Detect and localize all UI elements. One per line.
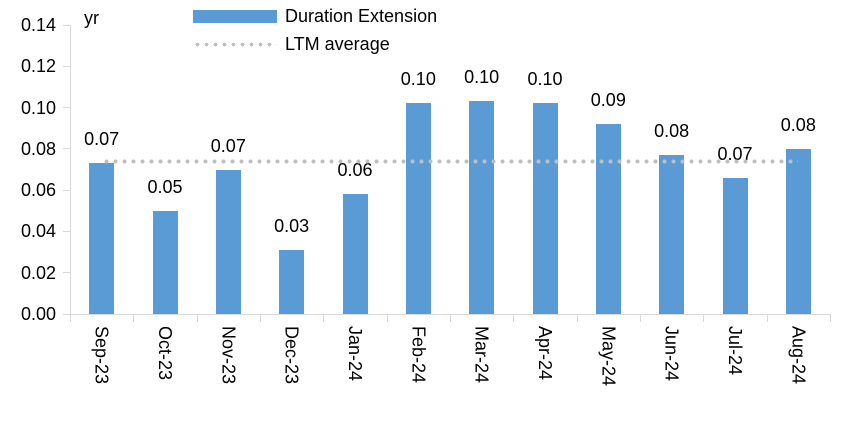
x-tick-label: May-24: [598, 326, 619, 387]
y-axis-tick: [63, 65, 70, 67]
y-tick-label: 0.02: [20, 262, 56, 283]
y-axis-tick: [63, 189, 70, 191]
y-tick-label: 0.08: [20, 138, 56, 159]
x-axis-tick: [766, 314, 768, 322]
bar: [722, 177, 748, 314]
bar-value-label: 0.09: [590, 90, 626, 111]
y-axis-unit-label: yr: [84, 8, 99, 28]
y-tick-label: 0.00: [20, 304, 56, 324]
x-tick-label: Oct-23: [155, 326, 175, 381]
x-axis-tick: [830, 314, 831, 322]
bar: [89, 163, 115, 314]
bar-value-label: 0.05: [147, 176, 183, 197]
bar-value-label: 0.06: [337, 160, 373, 181]
x-axis-tick: [196, 314, 198, 322]
bar-value-label: 0.08: [654, 121, 690, 142]
x-axis-tick: [70, 314, 71, 322]
x-tick-label: Jan-24: [345, 326, 365, 382]
y-axis-tick: [63, 24, 70, 26]
bar-value-label: 0.08: [780, 114, 816, 135]
y-axis-tick: [63, 107, 70, 109]
x-tick-label: Jun-24: [661, 326, 682, 382]
y-axis-tick: [63, 230, 70, 232]
bar: [785, 148, 811, 314]
chart-legend: Duration Extension LTM average: [193, 2, 437, 58]
y-tick-label: 0.12: [20, 56, 56, 77]
y-tick-label: 0.14: [20, 15, 56, 35]
bar: [279, 250, 305, 314]
x-tick-label: Aug-24: [788, 326, 809, 385]
y-tick-label: 0.06: [20, 180, 56, 201]
x-tick-label: Mar-24: [471, 326, 492, 384]
y-axis-line: [70, 25, 71, 314]
x-axis-tick: [640, 314, 641, 322]
x-axis-tick: [323, 314, 325, 322]
bar: [595, 124, 621, 314]
x-tick-label: Sep-23: [91, 326, 112, 385]
bar: [532, 103, 558, 314]
legend-item-ltm-average: LTM average: [193, 30, 437, 58]
bar-value-label: 0.10: [464, 67, 500, 88]
dotted-line-swatch-icon: [193, 41, 277, 47]
x-tick-label: Feb-24: [408, 326, 429, 384]
bar: [469, 101, 495, 314]
x-axis-tick: [260, 314, 261, 322]
bar-value-label: 0.10: [400, 69, 436, 90]
bar-value-label: 0.10: [527, 69, 563, 90]
bar: [152, 210, 178, 314]
bar: [405, 103, 431, 314]
bar-swatch-icon: [193, 9, 277, 23]
y-tick-label: 0.04: [20, 221, 56, 242]
y-axis-tick: [63, 148, 70, 150]
y-axis-tick: [63, 272, 70, 274]
x-axis-tick: [386, 314, 388, 322]
legend-label-duration-extension: Duration Extension: [285, 6, 438, 26]
x-axis-tick: [703, 314, 705, 322]
bar: [215, 169, 241, 314]
bar-value-label: 0.07: [210, 135, 246, 156]
x-axis-tick: [133, 314, 135, 322]
bar-value-label: 0.03: [274, 216, 310, 236]
bar: [342, 194, 368, 314]
x-axis-tick: [450, 314, 451, 322]
legend-label-ltm-average: LTM average: [285, 34, 390, 54]
ltm-average-line: [101, 158, 799, 164]
x-tick-label: Apr-24: [535, 326, 555, 381]
bar: [659, 155, 685, 314]
x-axis-tick: [576, 314, 578, 322]
y-axis-tick: [63, 313, 70, 315]
legend-item-duration-extension: Duration Extension: [193, 2, 437, 30]
x-axis-tick: [513, 314, 515, 322]
x-tick-label: Nov-23: [218, 326, 239, 385]
x-tick-label: Jul-24: [725, 326, 745, 376]
bar-value-label: 0.07: [84, 129, 120, 150]
x-tick-label: Dec-23: [281, 326, 302, 385]
y-tick-label: 0.10: [20, 97, 56, 118]
